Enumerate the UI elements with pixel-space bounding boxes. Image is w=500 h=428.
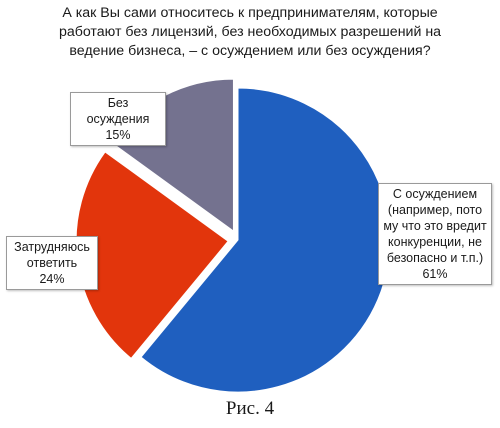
slice-label-text: му что это вредит <box>383 219 487 233</box>
slice-label-text: Без осуждения <box>86 96 150 126</box>
slice-label-text: безопасно и т.п.) <box>386 251 484 265</box>
figure-caption: Рис. 4 <box>225 398 275 419</box>
chart-title: А как Вы сами относитесь к предпринимате… <box>20 4 480 61</box>
slice-value-text: 61% <box>422 267 448 281</box>
slice-label-text: ответить <box>26 256 78 270</box>
slice-label-text: Затрудняюсь <box>14 240 90 254</box>
chart-title-line: ведение бизнеса, – с осуждением или без … <box>69 43 431 59</box>
slice-label-bez-osuzhdeniya: Без осуждения 15% <box>70 92 166 146</box>
slice-s-osuzhdeniem <box>140 87 391 393</box>
slice-value-text: 24% <box>39 272 65 286</box>
slice-value-text: 15% <box>105 128 131 142</box>
chart-title-line: А как Вы сами относитесь к предпринимате… <box>62 5 438 21</box>
slice-label-s-osuzhdeniem: С осуждением (например, пото му что это … <box>378 183 492 285</box>
slice-label-zatrudnyayus: Затрудняюсь ответить 24% <box>6 236 98 290</box>
slice-label-text: (например, пото <box>387 203 483 217</box>
chart-title-line: работают без лицензий, без необходимых р… <box>58 24 442 40</box>
slice-label-text: С осуждением <box>392 187 478 201</box>
slice-label-text: конкуренции, не <box>388 235 482 249</box>
